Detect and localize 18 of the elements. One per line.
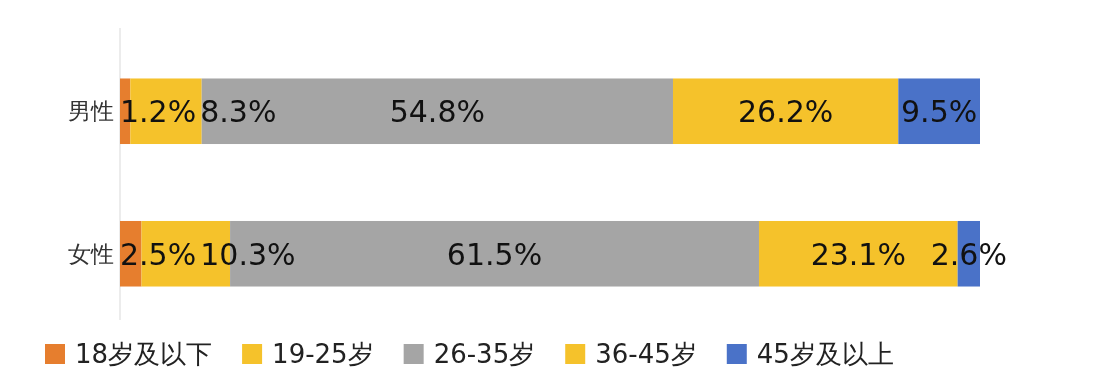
data-label: 23.1% (810, 236, 906, 272)
data-label: 2.5% (120, 236, 197, 272)
data-label: 9.5% (901, 94, 978, 130)
data-label: 8.3% (200, 94, 277, 130)
legend-label: 26-35岁 (433, 339, 536, 369)
legend-label: 45岁及以上 (756, 339, 894, 369)
data-label: 2.6% (930, 236, 1007, 272)
bar (672, 78, 899, 145)
bar (201, 78, 673, 145)
data-label: 26.2% (737, 94, 834, 130)
data-label: 1.2% (120, 94, 197, 130)
legend-label: 19-25岁 (272, 339, 374, 369)
legend-label: 18岁及以下 (75, 339, 213, 369)
data-label: 61.5% (446, 236, 543, 272)
legend-label: 36-45岁 (595, 339, 697, 369)
y-tick-label: 男性 (68, 98, 114, 125)
data-label: 54.8% (389, 94, 485, 130)
y-tick-label: 女性 (68, 240, 114, 267)
